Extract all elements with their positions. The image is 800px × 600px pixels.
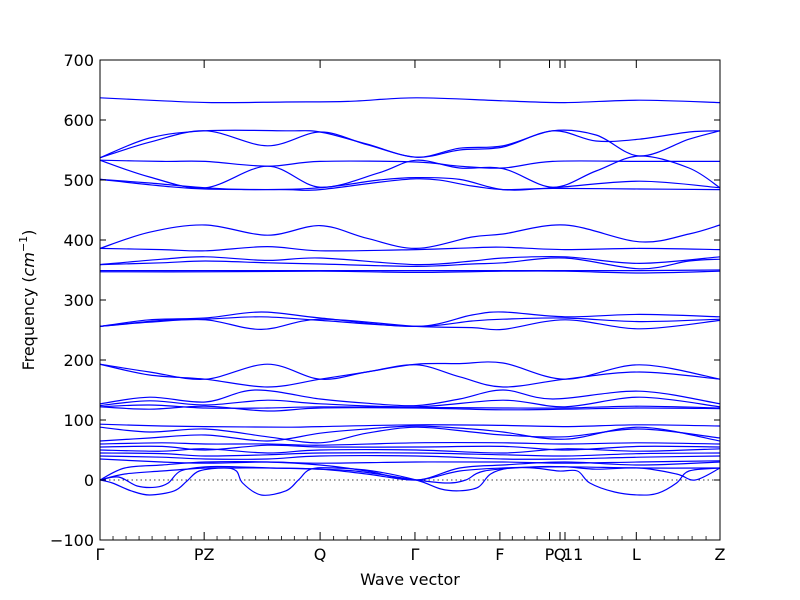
- band-line-27: [100, 448, 720, 454]
- band-line-11: [100, 269, 720, 272]
- band-line-3: [100, 159, 720, 169]
- y-tick-label-0: −100: [50, 531, 94, 550]
- band-line-6: [100, 178, 720, 192]
- band-line-21: [100, 405, 720, 412]
- y-tick-label-1: 0: [84, 471, 94, 490]
- y-tick-label-4: 300: [63, 291, 94, 310]
- x-axis-minor-ticks: [112, 536, 707, 540]
- band-line-12: [100, 270, 720, 274]
- x-tick-label-9: Z: [715, 545, 726, 564]
- band-line-34: [100, 465, 720, 489]
- band-line-33: [100, 466, 720, 496]
- x-tick-label-6: Q: [554, 545, 567, 564]
- band-line-7: [100, 224, 720, 250]
- band-line-0: [100, 97, 720, 104]
- y-tick-label-2: 100: [63, 411, 94, 430]
- band-line-10: [100, 257, 720, 270]
- band-line-2: [100, 130, 720, 159]
- band-line-24: [100, 425, 720, 442]
- band-line-18: [100, 389, 720, 407]
- y-axis-label-exponent: −1: [17, 236, 30, 252]
- y-tick-label-7: 600: [63, 111, 94, 130]
- y-axis-label: Frequency (cm−1): [17, 230, 38, 371]
- band-line-9: [100, 255, 720, 266]
- band-line-22: [100, 423, 720, 428]
- y-axis-label-suffix: ): [19, 230, 38, 236]
- plot-frame: [99, 59, 721, 541]
- x-tick-label-1: PZ: [194, 545, 215, 564]
- band-line-1: [100, 129, 720, 159]
- band-line-5: [100, 176, 720, 191]
- band-line-23: [100, 426, 720, 444]
- band-line-31: [100, 461, 720, 481]
- y-tick-label-3: 200: [63, 351, 94, 370]
- x-axis-ticks: Γ PZ Q Γ F P Q11 L Z: [96, 60, 726, 564]
- x-tick-label-8: L: [632, 545, 641, 564]
- band-line-17: [100, 363, 720, 388]
- x-tick-label-0: Γ: [96, 545, 105, 564]
- band-line-28: [100, 452, 720, 457]
- x-tick-label-3: Γ: [410, 545, 419, 564]
- y-tick-label-8: 700: [63, 51, 94, 70]
- y-axis-label-prefix: Frequency (: [19, 276, 38, 370]
- y-axis-label-unit: cm: [19, 252, 38, 276]
- band-line-15: [100, 316, 720, 328]
- x-tick-label-2: Q: [314, 545, 327, 564]
- y-tick-label-5: 400: [63, 231, 94, 250]
- x-tick-label-4: F: [495, 545, 504, 564]
- band-line-29: [100, 455, 720, 460]
- y-tick-label-6: 500: [63, 171, 94, 190]
- x-axis-label: Wave vector: [360, 570, 460, 589]
- y-axis-ticks: −100 0 100 200 300 400 500 600 700: [50, 51, 720, 550]
- phonon-bands: [100, 97, 720, 496]
- band-line-8: [100, 245, 720, 252]
- band-line-25: [100, 441, 720, 446]
- band-line-4: [100, 155, 720, 189]
- x-tick-label-5: P: [545, 545, 555, 564]
- x-tick-label-7: 11: [563, 545, 583, 564]
